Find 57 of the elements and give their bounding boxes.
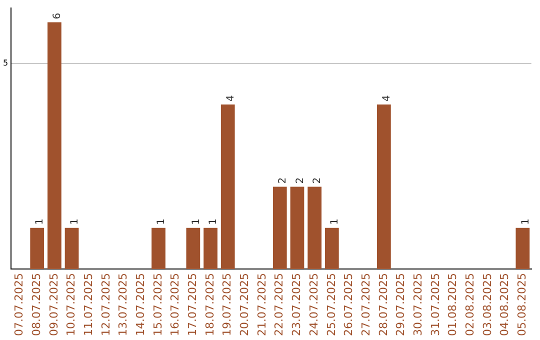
data-label: 4 bbox=[382, 95, 393, 102]
x-tick-label: 21.07.2025 bbox=[255, 273, 268, 336]
data-label: 2 bbox=[277, 177, 288, 184]
x-tick-label: 23.07.2025 bbox=[290, 273, 304, 336]
bar bbox=[186, 228, 200, 270]
x-tick-label: 20.07.2025 bbox=[238, 273, 252, 336]
bar bbox=[64, 228, 79, 270]
data-label: 2 bbox=[294, 177, 306, 184]
x-tick-label: 05.08.2025 bbox=[516, 273, 529, 336]
x-tick-label: 12.07.2025 bbox=[99, 273, 112, 336]
x-tick-label: 26.07.2025 bbox=[342, 273, 356, 336]
x-tick-label: 17.07.2025 bbox=[186, 273, 200, 336]
x-tick-label: 11.07.2025 bbox=[82, 273, 95, 336]
x-tick-label: 02.08.2025 bbox=[464, 273, 476, 336]
x-tick-label: 16.07.2025 bbox=[168, 273, 182, 336]
data-label: 1 bbox=[190, 218, 202, 225]
bar bbox=[220, 104, 235, 270]
data-label: 6 bbox=[52, 12, 64, 20]
bar bbox=[308, 186, 322, 270]
bar bbox=[204, 228, 218, 270]
x-tick-label: 04.08.2025 bbox=[498, 273, 512, 336]
x-tick-label: 03.08.2025 bbox=[480, 273, 494, 336]
bar bbox=[324, 228, 339, 270]
x-tick-label: 27.07.2025 bbox=[359, 273, 372, 336]
bar bbox=[377, 104, 391, 270]
x-tick-label: 29.07.2025 bbox=[394, 273, 408, 336]
x-tick-label: 14.07.2025 bbox=[134, 273, 148, 336]
y-tick-label: 5 bbox=[2, 58, 8, 68]
x-tick-label: 13.07.2025 bbox=[116, 273, 130, 336]
bar bbox=[516, 228, 530, 270]
data-label: 4 bbox=[225, 95, 236, 102]
data-label: 1 bbox=[208, 218, 220, 225]
bar bbox=[48, 22, 62, 270]
x-tick-label: 30.07.2025 bbox=[411, 273, 424, 336]
data-label: 1 bbox=[330, 218, 341, 225]
x-tick-label: 10.07.2025 bbox=[64, 273, 78, 336]
x-tick-label: 31.07.2025 bbox=[428, 273, 442, 336]
bar bbox=[290, 186, 304, 270]
x-tick-label: 18.07.2025 bbox=[203, 273, 216, 336]
x-tick-label: 19.07.2025 bbox=[220, 273, 234, 336]
bar bbox=[152, 228, 166, 270]
x-tick-label: 09.07.2025 bbox=[47, 273, 60, 336]
data-label: 2 bbox=[312, 177, 324, 184]
bar bbox=[272, 186, 287, 270]
x-tick-label: 08.07.2025 bbox=[30, 273, 43, 336]
x-tick-label: 25.07.2025 bbox=[324, 273, 338, 336]
x-tick-label: 24.07.2025 bbox=[307, 273, 320, 336]
x-tick-label: 15.07.2025 bbox=[151, 273, 164, 336]
data-label: 1 bbox=[69, 218, 80, 225]
x-tick-label: 28.07.2025 bbox=[376, 273, 390, 336]
data-label: 1 bbox=[156, 218, 168, 225]
x-tick-label: 01.08.2025 bbox=[446, 273, 460, 336]
data-label: 1 bbox=[34, 218, 46, 225]
data-label: 1 bbox=[520, 218, 532, 225]
bar bbox=[30, 228, 44, 270]
x-tick-label: 07.07.2025 bbox=[12, 273, 26, 336]
x-tick-label: 22.07.2025 bbox=[272, 273, 286, 336]
